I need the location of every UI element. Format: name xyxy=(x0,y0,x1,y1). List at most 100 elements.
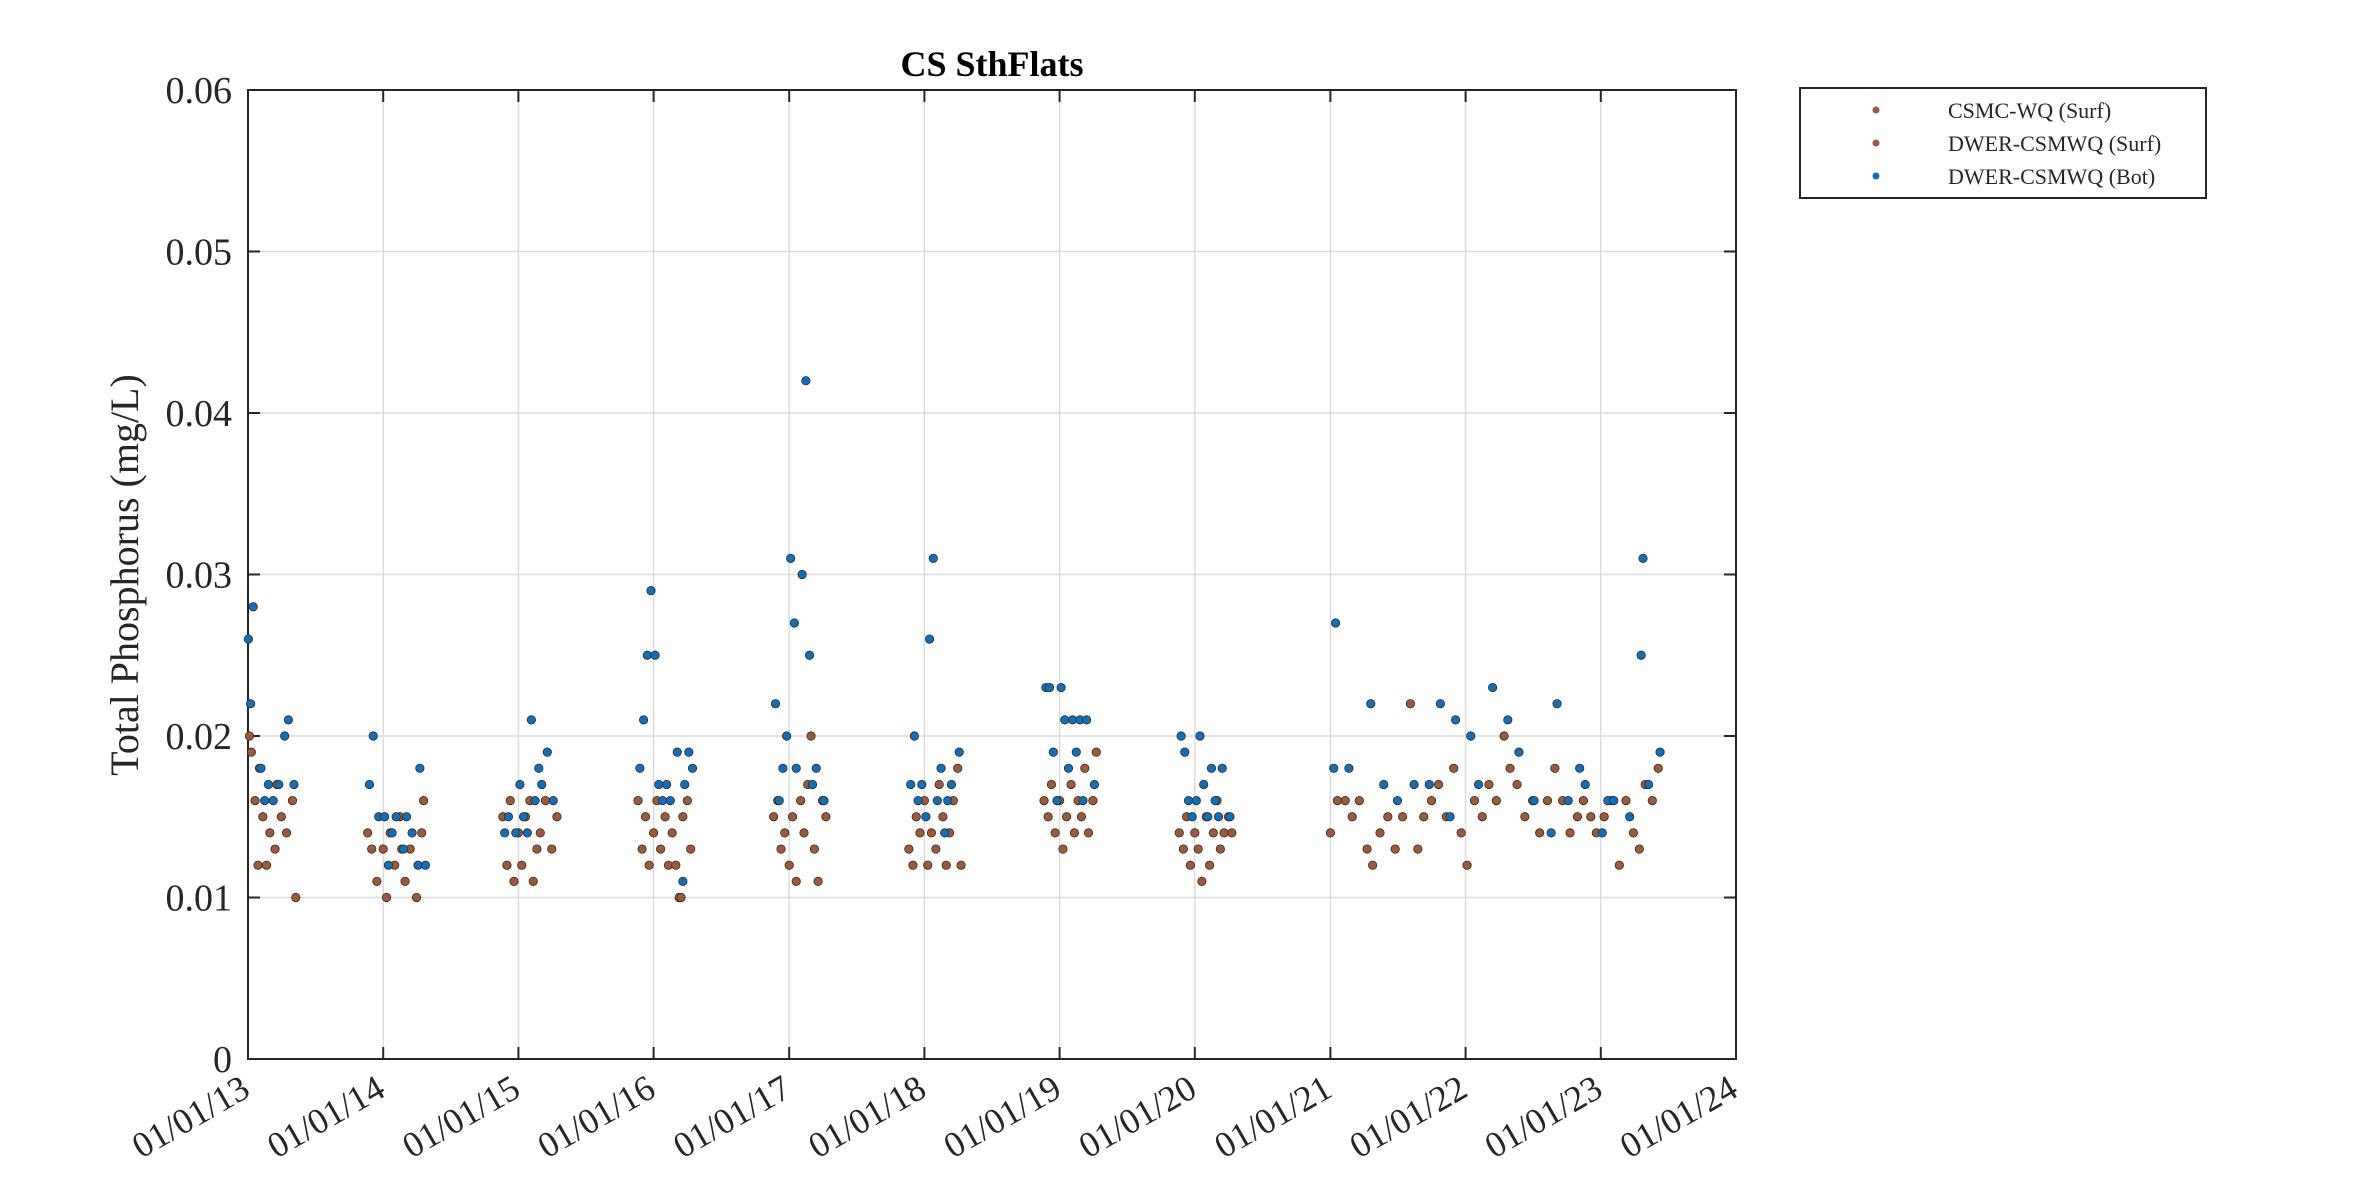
data-point xyxy=(1477,812,1487,822)
data-point xyxy=(532,844,542,854)
data-point xyxy=(420,860,431,870)
data-point xyxy=(1450,715,1461,725)
data-point xyxy=(289,779,299,790)
data-point xyxy=(908,860,918,870)
data-point xyxy=(1185,860,1195,870)
data-point xyxy=(639,715,649,725)
data-point xyxy=(1048,747,1058,757)
legend-box xyxy=(1799,87,2207,199)
data-point xyxy=(1419,812,1429,822)
data-point xyxy=(1195,731,1205,741)
data-point xyxy=(904,844,914,854)
data-point xyxy=(1398,812,1408,822)
data-point xyxy=(946,779,957,790)
data-point xyxy=(660,812,670,822)
data-point xyxy=(1215,844,1225,854)
legend: CSMC-WQ (Surf) DWER-CSMWQ (Surf) DWER-CS… xyxy=(1799,87,2207,199)
data-point xyxy=(1199,779,1209,790)
data-point xyxy=(1063,763,1074,773)
data-point xyxy=(522,828,532,838)
data-point xyxy=(380,812,390,822)
data-point xyxy=(364,779,375,790)
data-point xyxy=(534,763,544,773)
data-point xyxy=(809,844,819,854)
data-point xyxy=(921,812,931,822)
data-point xyxy=(928,553,938,563)
data-point xyxy=(778,763,788,773)
data-point xyxy=(274,779,284,790)
data-point xyxy=(381,892,392,903)
data-point xyxy=(1091,747,1101,757)
data-point xyxy=(1062,812,1072,822)
data-point xyxy=(1405,699,1415,709)
data-point xyxy=(637,844,647,854)
data-point xyxy=(503,812,514,822)
data-point xyxy=(535,828,545,838)
data-point xyxy=(687,763,698,773)
data-point xyxy=(932,795,942,806)
data-point xyxy=(1424,779,1434,790)
data-point xyxy=(789,618,799,628)
data-point xyxy=(1499,731,1509,741)
data-point xyxy=(1203,812,1213,822)
data-point xyxy=(1332,795,1343,806)
data-point xyxy=(502,860,512,870)
data-point xyxy=(1392,795,1403,806)
data-point xyxy=(268,795,278,806)
x-tick-label: 01/01/23 xyxy=(1478,1067,1609,1166)
x-tick-label: 01/01/15 xyxy=(396,1067,527,1166)
data-point xyxy=(774,795,784,806)
data-point xyxy=(680,779,690,790)
data-point xyxy=(1550,763,1560,773)
data-point xyxy=(940,828,950,838)
data-point xyxy=(938,812,948,822)
data-point xyxy=(791,876,801,886)
data-point xyxy=(1580,779,1590,790)
data-point xyxy=(243,634,253,644)
data-point xyxy=(1609,795,1619,806)
y-tick-label: 0.03 xyxy=(166,555,233,597)
legend-label-csmc-surf: CSMC-WQ (Surf) xyxy=(1948,98,2111,123)
series-2 xyxy=(243,376,1665,886)
data-point xyxy=(791,763,801,773)
data-point xyxy=(1208,828,1218,838)
data-points xyxy=(243,376,1665,903)
data-point xyxy=(281,828,292,838)
data-point xyxy=(924,634,935,644)
data-point xyxy=(276,812,286,822)
data-point xyxy=(1046,779,1057,790)
data-point xyxy=(635,763,645,773)
data-point xyxy=(1210,795,1220,806)
data-point xyxy=(1076,812,1087,822)
data-point xyxy=(1636,650,1646,660)
data-point xyxy=(813,876,823,886)
data-point xyxy=(387,828,397,838)
grid-lines xyxy=(248,90,1736,1059)
data-point xyxy=(671,860,681,870)
data-point xyxy=(1080,763,1090,773)
data-point xyxy=(796,795,806,806)
data-point xyxy=(686,844,696,854)
data-point xyxy=(1225,812,1235,822)
data-point xyxy=(1413,844,1423,854)
legend-marker-dwer-surf xyxy=(1872,139,1880,147)
data-point xyxy=(1379,779,1389,790)
y-tick-label: 0 xyxy=(213,1039,232,1081)
data-point xyxy=(1488,682,1498,693)
data-point xyxy=(806,731,816,741)
data-point xyxy=(780,828,790,838)
data-point xyxy=(398,844,409,854)
data-point xyxy=(500,828,510,838)
data-point xyxy=(1330,618,1341,628)
data-point xyxy=(1083,828,1094,838)
data-point xyxy=(1462,860,1472,870)
data-point xyxy=(400,876,410,886)
data-point xyxy=(547,844,557,854)
data-point xyxy=(411,892,422,903)
data-point xyxy=(256,763,266,773)
data-point xyxy=(909,731,919,741)
data-point xyxy=(1484,779,1494,790)
data-point xyxy=(936,763,946,773)
data-point xyxy=(821,812,831,822)
data-point xyxy=(1058,844,1068,854)
